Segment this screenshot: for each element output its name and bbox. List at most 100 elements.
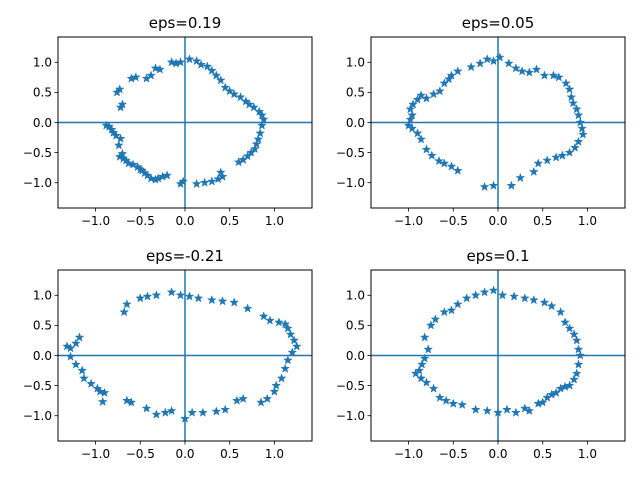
data-point-star [416,373,426,383]
data-point-star [564,84,575,94]
x-tick-label: −0.5 [439,447,468,461]
data-point-star [428,383,439,393]
data-point-star [428,89,439,99]
data-point-star [126,73,137,83]
data-point-star [215,75,226,85]
data-point-star [419,353,430,363]
data-point-star [457,399,468,410]
data-point-star [280,363,291,373]
data-point-star [128,159,139,169]
data-point-star [119,307,130,317]
data-point-star [238,393,249,404]
data-point-star [166,287,177,297]
x-tick-label: 0.0 [488,214,507,228]
data-point-star [575,117,586,127]
subplot-eps-0-05: eps=0.05 −1.0 −0.5 0.0 0.5 1.0 −1.0 −0.5 0.0 0.5… [336,14,626,228]
data-point-star [130,72,141,82]
data-point-star [146,70,156,80]
y-tick-label: −0.5 [23,146,52,160]
data-point-star [578,129,588,139]
data-point-star [142,291,153,301]
subplot-title: eps=0.05 [462,14,535,32]
data-point-star [121,395,132,405]
data-point-star [482,54,493,64]
data-point-star [77,365,88,375]
data-point-star [115,133,126,143]
data-point-star [126,397,137,407]
data-point-star [569,329,579,339]
data-point-star [426,150,437,160]
data-point-star [546,389,557,399]
data-point-star [446,161,457,171]
data-point-star [434,392,445,402]
x-tick-label: −0.5 [439,214,468,228]
data-point-star [470,290,481,300]
data-point-star [262,393,273,404]
data-point-star [434,86,445,96]
data-point-star [421,144,432,154]
y-tick-label: 0.0 [346,349,365,363]
subplot-title: eps=0.19 [149,14,222,32]
y-tick-label: 1.0 [346,289,365,303]
data-point-star [242,303,253,313]
data-point-star [166,57,177,67]
data-point-star [141,73,152,83]
data-point-star [166,405,177,416]
data-point-star [235,92,246,102]
data-point-star [537,397,548,407]
y-tick-label: −1.0 [336,176,365,190]
data-point-star [423,344,434,354]
data-point-star [141,403,152,413]
data-point-star [542,155,553,165]
x-tick-label: −1.0 [394,214,423,228]
plot-area [371,37,625,208]
data-point-star [502,404,512,414]
data-point-star [65,351,76,361]
data-point-star [151,409,162,419]
data-point-star [79,373,89,383]
data-point-star [206,294,217,305]
plot-area [58,37,312,208]
x-tick-label: 0.5 [220,447,239,461]
data-point-star [150,63,161,73]
data-point-star [162,170,173,180]
data-point-star [475,58,486,68]
data-point-star [452,165,463,175]
data-point-star [539,297,550,307]
data-point-star [220,404,231,414]
data-point-star [70,338,81,348]
data-point-star [571,335,582,345]
data-point-star [291,341,302,351]
subplot-title: eps=-0.21 [146,247,224,265]
data-point-star [571,368,582,378]
data-point-star [421,93,432,103]
y-tick-label: −1.0 [23,409,52,423]
data-point-star [414,365,425,375]
data-point-star [479,181,490,192]
data-point-star [135,293,146,303]
data-point-star [533,158,544,168]
data-point-star [412,128,423,138]
data-point-star [494,52,505,62]
y-tick-label: −1.0 [23,176,52,190]
subplot-eps-0-1: eps=0.1 −1.0 −0.5 0.0 0.5 1.0 −1.0 −0.5 0.0 0.5 1… [336,247,626,461]
data-point-star [551,152,562,162]
data-point-star [430,314,441,324]
data-point-star [564,380,575,390]
data-point-star [555,383,566,393]
data-point-star [265,315,275,325]
data-point-star [280,319,291,329]
subplot-eps-minus-0-21: eps=-0.21 −1.0 −0.5 0.0 0.5 1.0 −1.0 −0.5 0.0 0.… [23,247,313,461]
data-point-star [531,64,542,74]
data-point-star [271,380,282,390]
data-point-star [528,166,539,177]
data-point-star [546,300,557,311]
x-tick-label: −1.0 [81,214,110,228]
data-point-star [256,397,266,407]
data-point-star [542,392,553,402]
y-tick-label: 0.5 [346,86,365,100]
data-point-star [199,177,210,187]
data-point-star [211,70,222,80]
data-point-star [569,374,579,384]
